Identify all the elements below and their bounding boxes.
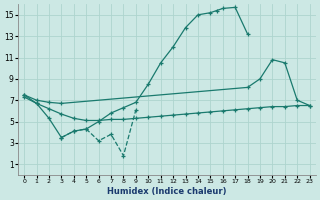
X-axis label: Humidex (Indice chaleur): Humidex (Indice chaleur) <box>107 187 227 196</box>
